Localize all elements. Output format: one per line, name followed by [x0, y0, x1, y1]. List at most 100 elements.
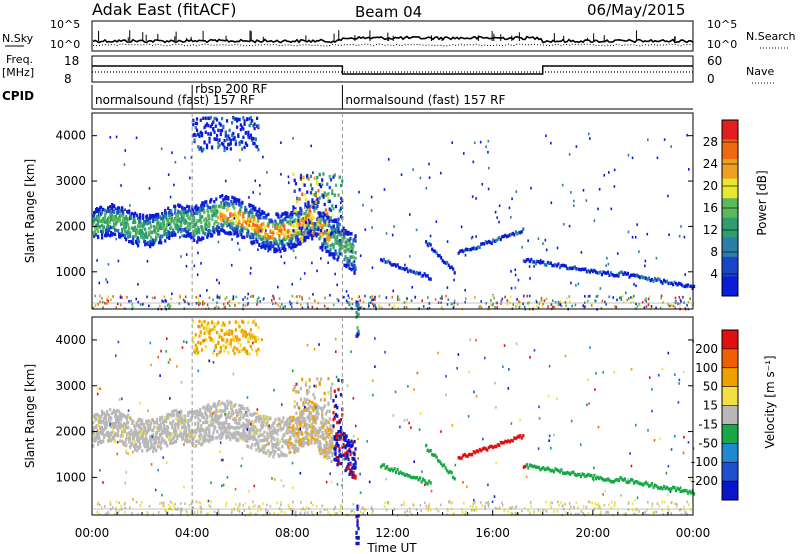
range-cell: [151, 443, 154, 447]
range-cell: [334, 412, 338, 417]
range-cell: [290, 246, 293, 250]
range-cell: [196, 230, 199, 235]
range-cell: [148, 230, 151, 235]
range-cell: [107, 222, 110, 226]
range-cell: [311, 221, 314, 226]
range-cell: [93, 215, 96, 219]
range-cell: [101, 296, 103, 300]
range-cell: [574, 303, 577, 307]
range-cell: [354, 234, 357, 238]
range-cell: [202, 338, 205, 343]
range-cell: [411, 270, 414, 274]
range-cell: [210, 198, 213, 202]
range-cell: [146, 419, 149, 423]
range-cell: [194, 429, 197, 433]
range-cell: [189, 176, 191, 180]
range-cell: [332, 303, 335, 307]
range-cell: [283, 423, 286, 427]
range-cell: [122, 307, 125, 310]
range-cell: [219, 123, 222, 127]
range-cell: [202, 228, 205, 232]
range-cell: [125, 451, 127, 454]
range-cell: [220, 201, 223, 205]
range-cell: [292, 415, 295, 420]
range-cell: [337, 420, 340, 425]
range-cell: [192, 122, 195, 127]
range-cell: [294, 434, 298, 438]
range-cell: [343, 295, 345, 299]
range-cell: [328, 432, 331, 437]
range-cell: [477, 245, 480, 249]
range-cell: [560, 305, 563, 308]
range-cell: [660, 296, 663, 300]
range-cell: [311, 432, 314, 436]
range-cell: [668, 304, 671, 308]
range-cell: [214, 344, 217, 349]
range-cell: [261, 338, 263, 341]
range-cell: [170, 225, 173, 230]
range-cell: [129, 234, 132, 239]
range-cell: [395, 264, 398, 268]
range-cell: [682, 451, 685, 455]
range-cell: [582, 267, 586, 272]
range-cell: [288, 430, 291, 434]
range-cell: [336, 420, 339, 425]
range-cell: [276, 423, 279, 428]
range-cell: [114, 217, 117, 222]
range-cell: [195, 439, 198, 444]
range-cell: [244, 438, 247, 443]
range-cell: [550, 141, 552, 145]
range-cell: [267, 249, 269, 253]
range-cell: [246, 297, 249, 300]
range-cell: [227, 196, 230, 200]
range-cell: [304, 228, 307, 232]
range-cell: [234, 304, 236, 307]
range-cell: [94, 415, 97, 420]
range-cell: [339, 183, 343, 188]
range-cell: [271, 220, 274, 224]
range-cell: [101, 236, 104, 240]
frequency-label-line2: [MHz]: [2, 66, 34, 79]
range-cell: [223, 323, 226, 327]
range-cell: [457, 251, 460, 255]
range-cell: [329, 208, 333, 213]
range-cell: [321, 415, 324, 420]
range-cell: [650, 305, 653, 308]
range-cell: [686, 283, 690, 287]
range-cell: [638, 250, 640, 253]
range-cell: [491, 294, 494, 298]
range-cell: [620, 298, 623, 301]
range-cell: [132, 241, 135, 245]
range-cell: [319, 444, 322, 448]
range-cell: [234, 139, 237, 144]
range-cell: [132, 498, 134, 501]
range-cell: [598, 187, 601, 191]
range-cell: [127, 434, 130, 439]
range-cell: [271, 236, 274, 241]
range-cell: [357, 332, 360, 336]
range-cell: [183, 234, 186, 238]
range-cell: [320, 214, 323, 218]
range-cell: [213, 349, 216, 352]
range-cell: [255, 431, 258, 435]
range-cell: [139, 213, 142, 217]
range-cell: [441, 297, 443, 300]
range-cell: [343, 434, 346, 438]
range-cell: [296, 224, 299, 228]
range-cell: [258, 207, 261, 211]
frequency-label-line1: Freq.: [6, 53, 33, 66]
range-cell: [276, 432, 279, 436]
range-cell: [258, 430, 261, 434]
range-cell: [95, 437, 98, 442]
range-cell: [329, 450, 332, 454]
range-cell: [238, 403, 241, 408]
range-cell: [98, 216, 101, 221]
range-cell: [317, 405, 320, 410]
range-cell: [204, 345, 207, 349]
range-cell: [336, 414, 339, 418]
range-cell: [142, 216, 145, 221]
range-cell: [346, 384, 349, 387]
range-cell: [225, 138, 229, 142]
range-cell: [169, 358, 171, 361]
range-cell: [316, 377, 319, 381]
